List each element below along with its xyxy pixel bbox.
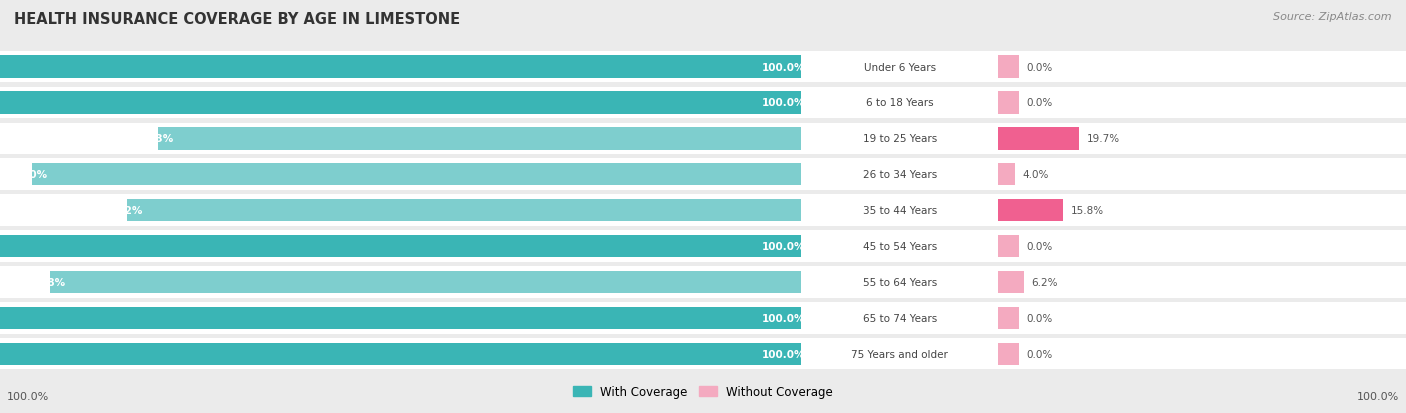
Bar <box>998 128 1078 150</box>
Text: 6 to 18 Years: 6 to 18 Years <box>866 98 934 108</box>
Bar <box>998 338 1406 370</box>
Text: 96.0%: 96.0% <box>13 170 48 180</box>
Bar <box>157 128 801 150</box>
Bar <box>0 56 801 78</box>
Text: 100.0%: 100.0% <box>762 313 804 323</box>
Text: 100.0%: 100.0% <box>1357 392 1399 401</box>
Text: 0.0%: 0.0% <box>1026 62 1053 72</box>
Text: 65 to 74 Years: 65 to 74 Years <box>863 313 936 323</box>
Text: 55 to 64 Years: 55 to 64 Years <box>863 277 936 287</box>
Text: 19.7%: 19.7% <box>1087 134 1119 144</box>
Bar <box>0 307 801 329</box>
Bar <box>801 338 998 370</box>
Bar <box>0 302 801 334</box>
Text: 6.2%: 6.2% <box>1032 277 1059 287</box>
Bar <box>0 266 801 298</box>
Bar <box>998 195 1406 226</box>
Bar <box>801 88 998 119</box>
Bar <box>801 52 998 83</box>
Bar <box>998 302 1406 334</box>
Bar <box>0 88 801 119</box>
Bar <box>0 231 801 262</box>
Text: HEALTH INSURANCE COVERAGE BY AGE IN LIMESTONE: HEALTH INSURANCE COVERAGE BY AGE IN LIME… <box>14 12 460 27</box>
Text: 35 to 44 Years: 35 to 44 Years <box>863 206 936 216</box>
Text: 0.0%: 0.0% <box>1026 313 1053 323</box>
Text: 4.0%: 4.0% <box>1022 170 1049 180</box>
Bar <box>998 343 1018 365</box>
Bar <box>801 123 998 155</box>
Bar <box>0 159 801 190</box>
Text: 80.3%: 80.3% <box>138 134 174 144</box>
Bar <box>998 231 1406 262</box>
Bar <box>801 195 998 226</box>
Text: 100.0%: 100.0% <box>7 392 49 401</box>
Text: 100.0%: 100.0% <box>762 98 804 108</box>
Bar <box>801 266 998 298</box>
Text: 100.0%: 100.0% <box>762 349 804 359</box>
Text: Under 6 Years: Under 6 Years <box>863 62 936 72</box>
Text: 100.0%: 100.0% <box>762 242 804 252</box>
Text: 0.0%: 0.0% <box>1026 242 1053 252</box>
Bar <box>998 123 1406 155</box>
Bar <box>0 52 801 83</box>
Text: 100.0%: 100.0% <box>762 62 804 72</box>
Bar <box>0 123 801 155</box>
Bar <box>0 92 801 114</box>
Text: 0.0%: 0.0% <box>1026 349 1053 359</box>
Text: 0.0%: 0.0% <box>1026 98 1053 108</box>
Bar <box>0 338 801 370</box>
Legend: With Coverage, Without Coverage: With Coverage, Without Coverage <box>568 381 838 403</box>
Bar <box>998 199 1063 222</box>
Bar <box>998 235 1018 258</box>
Text: 93.8%: 93.8% <box>30 277 66 287</box>
Bar <box>32 164 801 186</box>
Text: 75 Years and older: 75 Years and older <box>852 349 948 359</box>
Bar <box>49 271 801 293</box>
Bar <box>801 159 998 190</box>
Bar <box>998 164 1015 186</box>
Bar <box>998 92 1018 114</box>
Text: 84.2%: 84.2% <box>107 206 142 216</box>
Bar <box>998 266 1406 298</box>
Text: Source: ZipAtlas.com: Source: ZipAtlas.com <box>1274 12 1392 22</box>
Bar <box>0 195 801 226</box>
Text: 26 to 34 Years: 26 to 34 Years <box>863 170 936 180</box>
Bar <box>998 307 1018 329</box>
Bar <box>998 159 1406 190</box>
Bar <box>801 302 998 334</box>
Bar <box>998 52 1406 83</box>
Bar <box>998 88 1406 119</box>
Text: 15.8%: 15.8% <box>1071 206 1104 216</box>
Bar <box>0 235 801 258</box>
Bar <box>127 199 801 222</box>
Text: 19 to 25 Years: 19 to 25 Years <box>863 134 936 144</box>
Bar <box>998 271 1024 293</box>
Bar <box>801 231 998 262</box>
Bar <box>998 56 1018 78</box>
Bar <box>0 343 801 365</box>
Text: 45 to 54 Years: 45 to 54 Years <box>863 242 936 252</box>
